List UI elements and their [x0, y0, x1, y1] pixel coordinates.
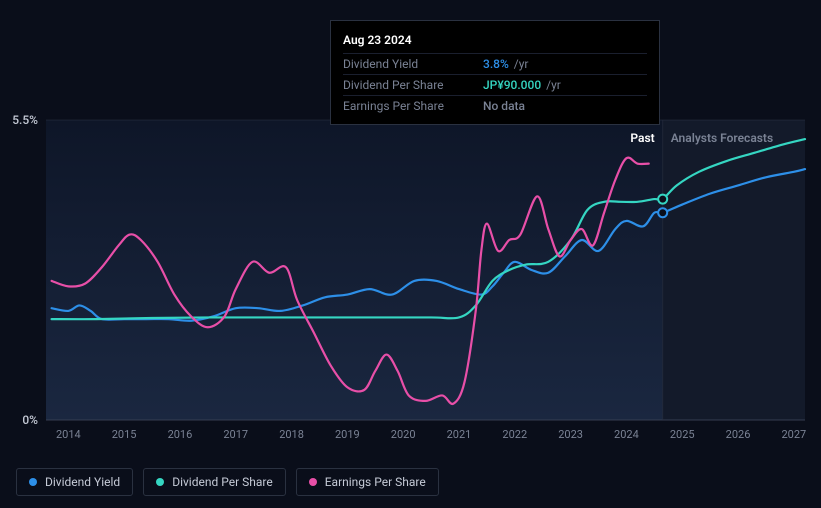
tooltip-date: Aug 23 2024	[343, 29, 647, 53]
legend-item[interactable]: Earnings Per Share	[296, 468, 439, 496]
tooltip-row: Dividend Per ShareJP¥90.000 /yr	[343, 74, 647, 95]
legend-label: Earnings Per Share	[325, 475, 426, 489]
svg-text:Past: Past	[630, 131, 654, 145]
legend-item[interactable]: Dividend Yield	[16, 468, 133, 496]
tooltip-row: Earnings Per ShareNo data	[343, 95, 647, 116]
svg-text:0%: 0%	[22, 413, 38, 427]
legend-item[interactable]: Dividend Per Share	[143, 468, 286, 496]
legend-dot-icon	[309, 478, 317, 486]
tooltip-row-value: No data	[483, 99, 525, 113]
legend-label: Dividend Per Share	[172, 475, 273, 489]
svg-text:2026: 2026	[726, 428, 751, 441]
svg-text:2022: 2022	[502, 428, 527, 441]
legend-label: Dividend Yield	[45, 475, 120, 489]
svg-text:2015: 2015	[112, 428, 137, 441]
dividend-chart: 0% 5.5% 2014 2015 2016 2017 2018 2019 2020 2021 20…	[0, 100, 821, 460]
tooltip-row-label: Dividend Yield	[343, 57, 483, 71]
svg-text:2023: 2023	[558, 428, 583, 441]
svg-text:2017: 2017	[223, 428, 248, 441]
tooltip-row-label: Dividend Per Share	[343, 78, 483, 92]
svg-text:2014: 2014	[56, 428, 81, 441]
svg-text:2019: 2019	[335, 428, 360, 441]
svg-text:2027: 2027	[781, 428, 806, 441]
legend-dot-icon	[156, 478, 164, 486]
svg-text:Analysts Forecasts: Analysts Forecasts	[671, 131, 773, 145]
svg-text:2024: 2024	[614, 428, 639, 441]
legend-dot-icon	[29, 478, 37, 486]
tooltip-row-value: JP¥90.000 /yr	[483, 78, 561, 92]
svg-text:5.5%: 5.5%	[12, 113, 38, 127]
chart-tooltip: Aug 23 2024 Dividend Yield3.8% /yrDivide…	[330, 20, 660, 125]
svg-text:2020: 2020	[391, 428, 416, 441]
chart-legend: Dividend Yield Dividend Per Share Earnings…	[16, 468, 439, 496]
svg-text:2016: 2016	[168, 428, 193, 441]
svg-text:2018: 2018	[279, 428, 304, 441]
tooltip-row: Dividend Yield3.8% /yr	[343, 53, 647, 74]
svg-text:2025: 2025	[670, 428, 695, 441]
tooltip-row-value: 3.8% /yr	[483, 57, 528, 71]
tooltip-row-label: Earnings Per Share	[343, 99, 483, 113]
svg-text:2021: 2021	[447, 428, 472, 441]
